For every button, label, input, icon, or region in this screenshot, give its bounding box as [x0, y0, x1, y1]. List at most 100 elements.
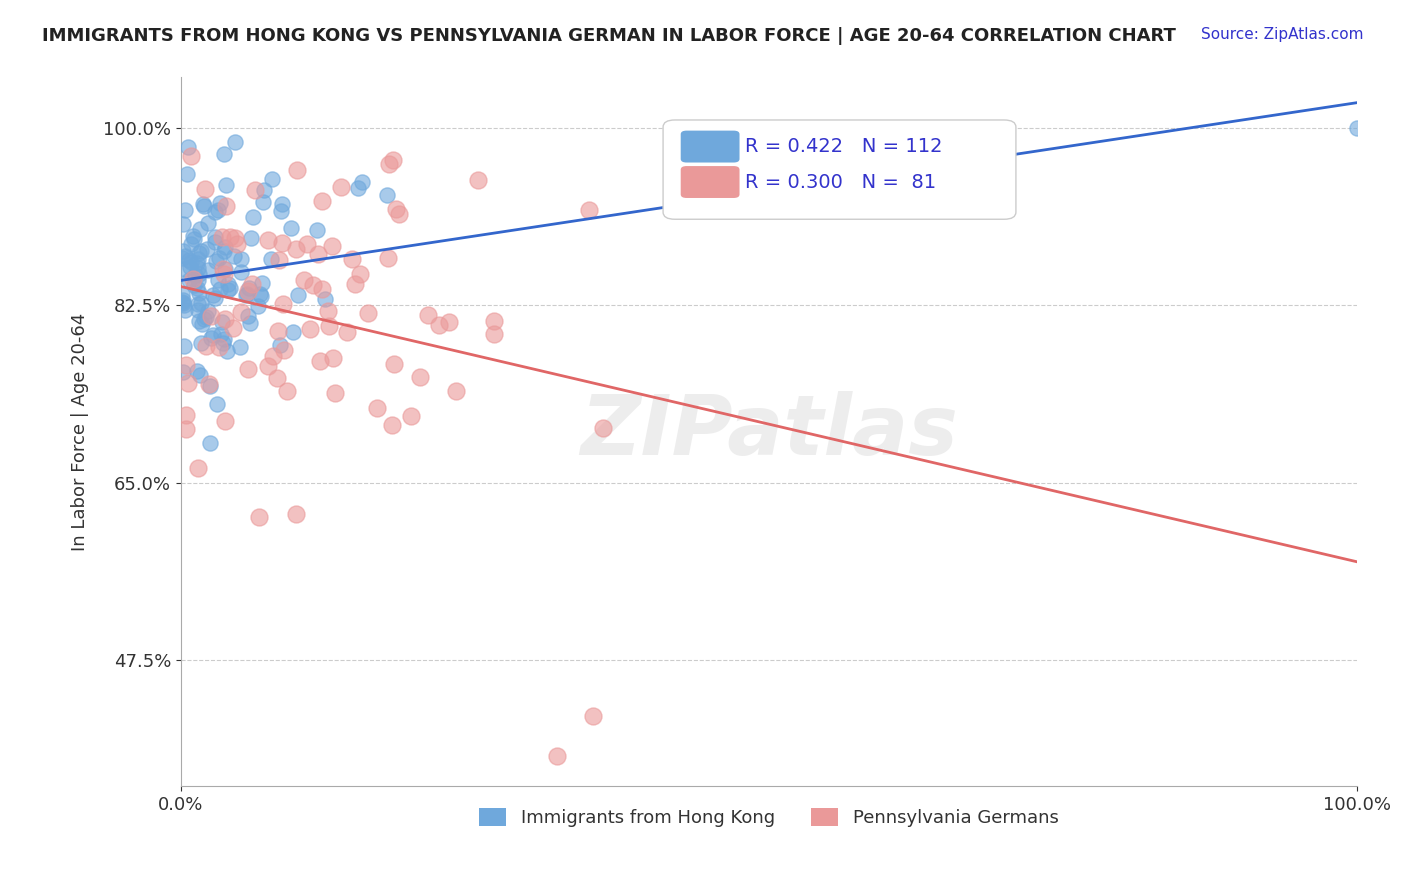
- Legend: Immigrants from Hong Kong, Pennsylvania Germans: Immigrants from Hong Kong, Pennsylvania …: [472, 800, 1066, 834]
- Text: R = 0.422   N = 112: R = 0.422 N = 112: [745, 137, 943, 156]
- Point: [208, 340, 231, 354]
- Point: [243, 183, 266, 197]
- Text: R = 0.300   N =  81: R = 0.300 N = 81: [745, 173, 936, 192]
- Point: [252, 195, 274, 210]
- Point: [212, 147, 235, 161]
- Point: [198, 436, 221, 450]
- Point: [342, 252, 364, 266]
- Y-axis label: In Labor Force | Age 20-64: In Labor Force | Age 20-64: [72, 313, 89, 551]
- Point: [285, 162, 308, 177]
- Point: [229, 265, 252, 279]
- Point: [174, 250, 197, 264]
- Point: [187, 267, 209, 281]
- Point: [187, 286, 209, 301]
- Point: [408, 369, 430, 384]
- Point: [205, 397, 228, 411]
- FancyBboxPatch shape: [664, 120, 1017, 219]
- Point: [229, 340, 252, 354]
- Point: [592, 421, 614, 435]
- Point: [323, 385, 346, 400]
- Point: [214, 261, 236, 276]
- Point: [385, 202, 408, 216]
- Point: [173, 339, 195, 353]
- Point: [352, 175, 374, 189]
- Point: [238, 361, 260, 376]
- Point: [193, 199, 215, 213]
- Point: [229, 305, 252, 319]
- Point: [202, 288, 225, 302]
- Point: [172, 293, 194, 307]
- Point: [212, 244, 235, 259]
- Point: [187, 252, 209, 267]
- Point: [181, 228, 204, 243]
- Point: [197, 377, 219, 392]
- Point: [380, 418, 402, 433]
- Point: [467, 173, 489, 187]
- Point: [191, 197, 214, 211]
- Point: [378, 157, 401, 171]
- Point: [235, 287, 257, 301]
- Point: [581, 708, 603, 723]
- Point: [250, 276, 273, 290]
- Point: [224, 135, 246, 149]
- Point: [190, 296, 212, 310]
- Point: [249, 287, 271, 301]
- Point: [578, 202, 600, 217]
- Point: [190, 318, 212, 332]
- Point: [211, 315, 233, 329]
- Point: [284, 507, 307, 521]
- Point: [172, 365, 194, 379]
- Point: [170, 294, 193, 309]
- Point: [176, 167, 198, 181]
- Point: [217, 277, 239, 291]
- Point: [187, 297, 209, 311]
- Point: [173, 261, 195, 276]
- Point: [193, 312, 215, 326]
- Point: [336, 326, 359, 340]
- Point: [546, 749, 568, 764]
- Point: [181, 272, 204, 286]
- Point: [184, 268, 207, 283]
- FancyBboxPatch shape: [681, 166, 740, 198]
- Point: [311, 282, 333, 296]
- Point: [174, 302, 197, 317]
- FancyBboxPatch shape: [681, 130, 740, 162]
- Point: [214, 240, 236, 254]
- Point: [239, 231, 262, 245]
- Point: [387, 207, 409, 221]
- Point: [311, 194, 333, 209]
- Point: [482, 314, 505, 328]
- Point: [170, 287, 193, 301]
- Point: [226, 236, 249, 251]
- Point: [271, 196, 294, 211]
- Point: [195, 242, 218, 256]
- Point: [321, 239, 343, 253]
- Point: [266, 371, 288, 385]
- Point: [200, 309, 222, 323]
- Point: [204, 291, 226, 305]
- Point: [238, 281, 260, 295]
- Point: [298, 322, 321, 336]
- Point: [211, 335, 233, 350]
- Point: [302, 277, 325, 292]
- Point: [267, 324, 290, 338]
- Point: [174, 422, 197, 436]
- Point: [186, 281, 208, 295]
- Point: [190, 244, 212, 258]
- Point: [200, 331, 222, 345]
- Point: [270, 235, 292, 250]
- Point: [236, 287, 259, 301]
- Point: [444, 384, 467, 399]
- Point: [179, 253, 201, 268]
- Point: [262, 349, 284, 363]
- Point: [195, 310, 218, 325]
- Point: [204, 205, 226, 219]
- Point: [212, 262, 235, 277]
- Point: [347, 181, 370, 195]
- Point: [222, 320, 245, 334]
- Point: [1346, 121, 1368, 136]
- Point: [180, 236, 202, 251]
- Point: [218, 230, 240, 244]
- Point: [183, 232, 205, 246]
- Point: [273, 343, 295, 357]
